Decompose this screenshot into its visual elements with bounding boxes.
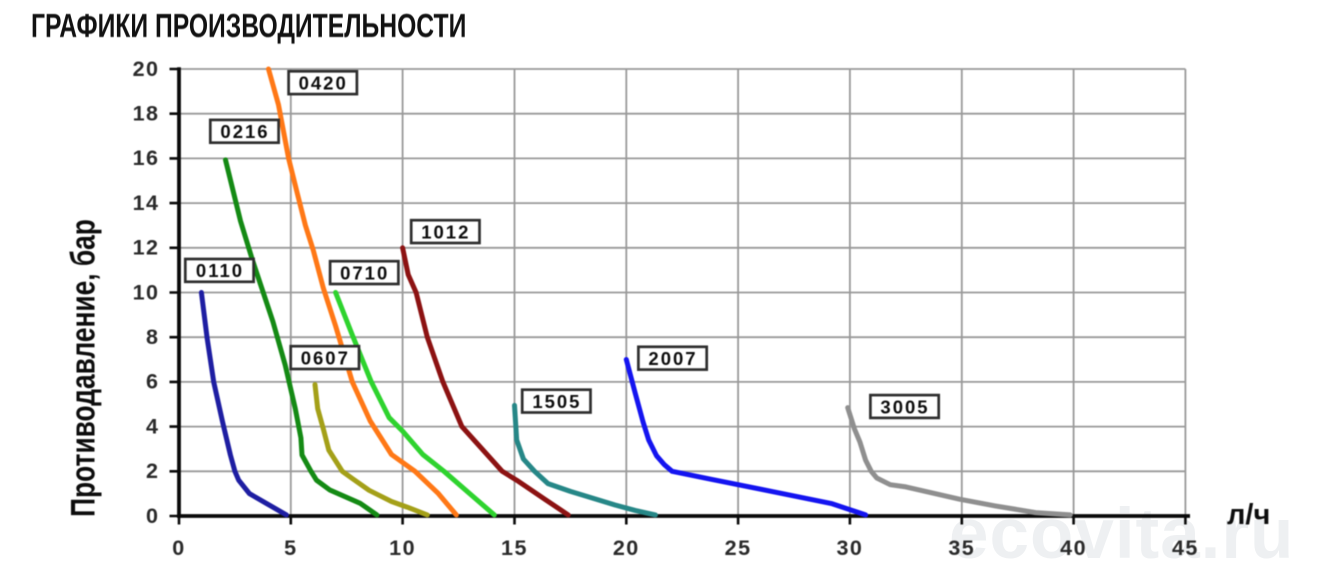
svg-text:0607: 0607 (301, 347, 350, 368)
svg-text:л/ч: л/ч (1227, 499, 1270, 531)
svg-text:0216: 0216 (220, 121, 269, 142)
svg-text:0: 0 (172, 536, 185, 560)
svg-text:Противодавление, бар: Противодавление, бар (64, 219, 102, 517)
svg-text:20: 20 (613, 536, 640, 560)
svg-text:30: 30 (836, 536, 863, 560)
svg-text:2007: 2007 (648, 348, 697, 369)
svg-text:1505: 1505 (532, 391, 581, 412)
svg-text:20: 20 (133, 57, 160, 81)
svg-text:0: 0 (146, 504, 159, 528)
svg-text:5: 5 (284, 536, 297, 560)
svg-text:45: 45 (1172, 536, 1199, 560)
svg-text:18: 18 (133, 102, 160, 126)
svg-text:16: 16 (133, 146, 160, 170)
svg-text:0710: 0710 (340, 263, 389, 284)
svg-text:0420: 0420 (299, 73, 348, 94)
svg-text:10: 10 (389, 536, 416, 560)
svg-text:4: 4 (146, 414, 159, 438)
svg-text:6: 6 (146, 370, 159, 394)
svg-text:15: 15 (501, 536, 528, 560)
svg-text:2: 2 (146, 459, 159, 483)
svg-text:40: 40 (1060, 536, 1087, 560)
svg-text:25: 25 (725, 536, 752, 560)
svg-text:1012: 1012 (421, 222, 470, 243)
svg-text:8: 8 (146, 325, 159, 349)
svg-text:12: 12 (133, 236, 160, 260)
svg-text:0110: 0110 (196, 260, 244, 281)
svg-text:14: 14 (133, 191, 160, 215)
svg-text:35: 35 (948, 536, 975, 560)
svg-text:3005: 3005 (880, 396, 929, 417)
svg-text:10: 10 (133, 280, 160, 304)
